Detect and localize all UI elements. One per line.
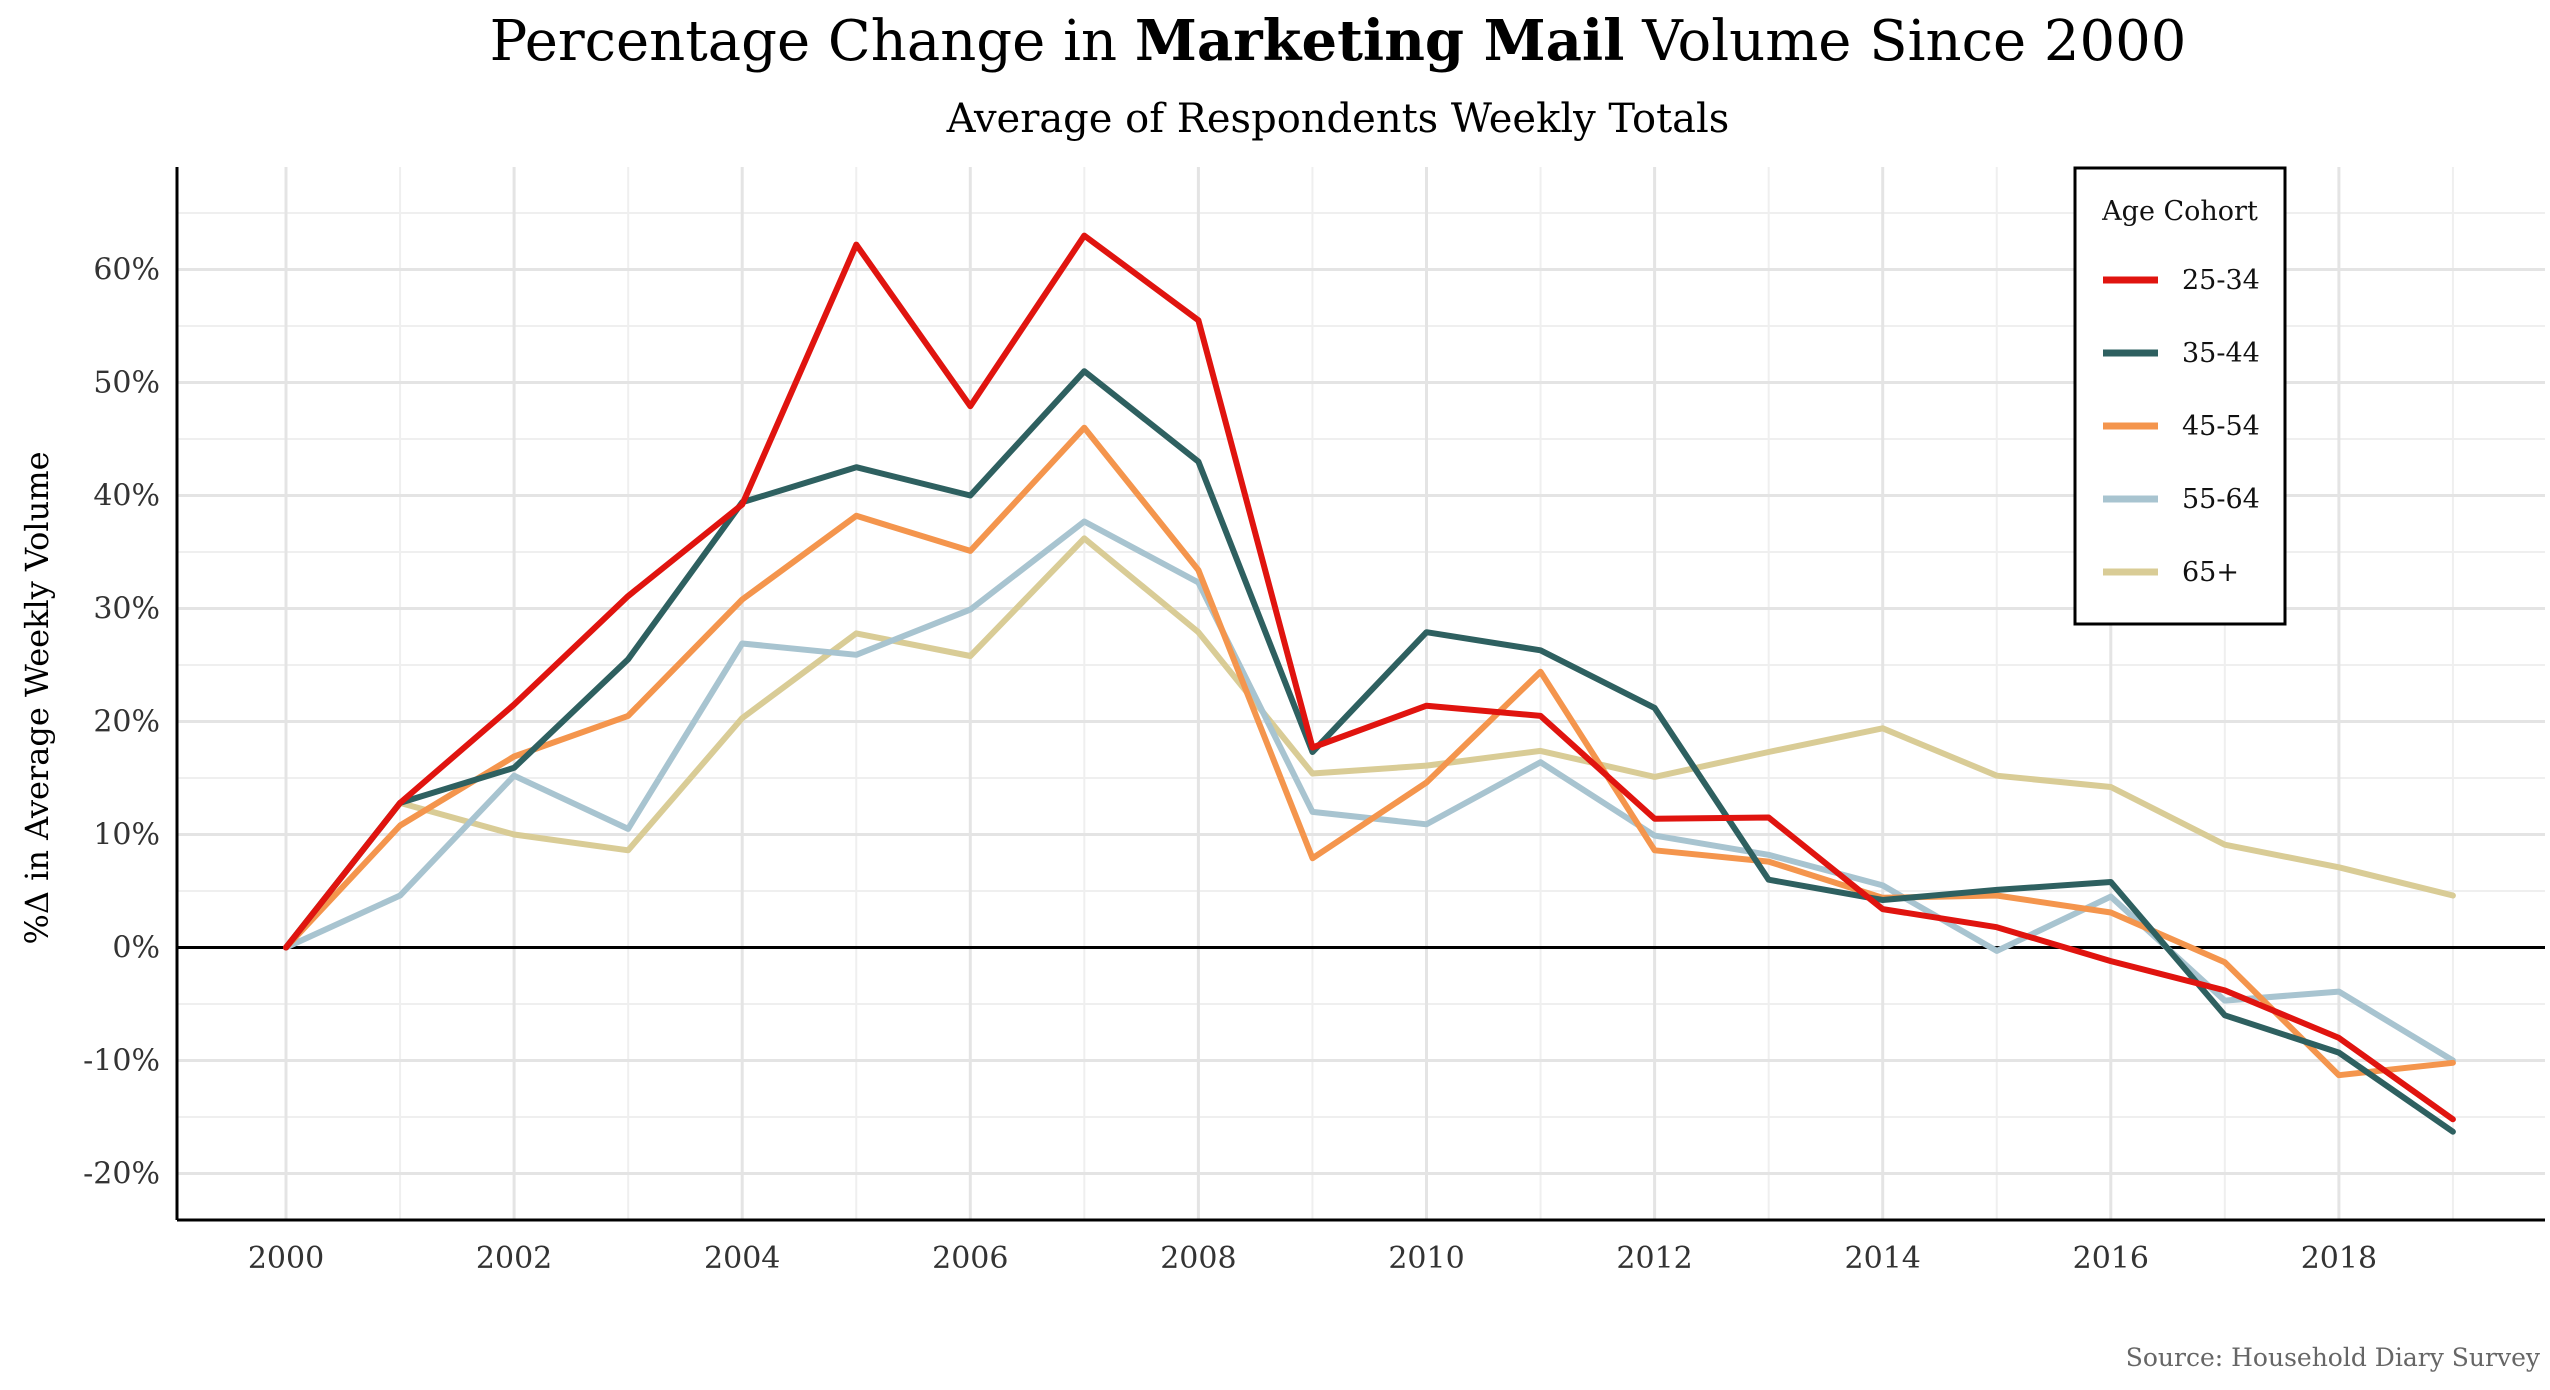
x-tick-label: 2004 xyxy=(704,1241,780,1276)
y-tick-label: 20% xyxy=(93,705,160,740)
y-tick-label: 30% xyxy=(93,592,160,627)
series-lines xyxy=(283,232,2456,1135)
series-line-25-34 xyxy=(283,232,2456,1123)
x-tick-label: 2006 xyxy=(932,1241,1008,1276)
legend-label: 65+ xyxy=(2182,557,2239,588)
chart-title-bold: Marketing Mail xyxy=(1135,8,1625,74)
x-tick-label: 2000 xyxy=(248,1241,324,1276)
legend-label: 25-34 xyxy=(2182,265,2260,296)
chart-subtitle: Average of Respondents Weekly Totals xyxy=(946,96,1730,142)
series-line-35-44 xyxy=(283,368,2456,1135)
y-tick-label: 60% xyxy=(93,253,160,288)
source-note: Source: Household Diary Survey xyxy=(2126,1343,2541,1372)
y-tick-label: -20% xyxy=(83,1157,160,1192)
chart-title: Percentage Change in Marketing Mail Volu… xyxy=(490,8,2187,74)
x-tick-labels: 2000 2002 2004 2006 2008 2010 2012 2014 2016 2018 xyxy=(248,1241,2377,1276)
legend-label: 45-54 xyxy=(2182,411,2260,442)
series-line-45-54 xyxy=(283,424,2456,1079)
y-tick-label: 10% xyxy=(93,818,160,853)
y-tick-label: 40% xyxy=(93,479,160,514)
y-tick-label: 50% xyxy=(93,366,160,401)
y-tick-label: 0% xyxy=(112,931,160,966)
series-line-65plus xyxy=(283,535,2456,951)
x-tick-label: 2014 xyxy=(1845,1241,1921,1276)
legend: Age Cohort 25-34 35-44 45-54 55-64 65+ xyxy=(2073,166,2287,626)
y-axis-label: %Δ in Average Weekly Volume xyxy=(18,451,56,944)
x-tick-label: 2010 xyxy=(1388,1241,1464,1276)
x-tick-label: 2008 xyxy=(1160,1241,1236,1276)
y-tick-labels: -20% -10% 0% 10% 20% 30% 40% 50% 60% xyxy=(83,253,160,1192)
legend-box xyxy=(2073,166,2287,626)
legend-label: 35-44 xyxy=(2182,338,2260,369)
x-tick-label: 2002 xyxy=(476,1241,552,1276)
axes xyxy=(175,167,2545,1222)
chart-title-suffix: Volume Since 2000 xyxy=(1624,9,2186,74)
x-tick-label: 2018 xyxy=(2301,1241,2377,1276)
legend-label: 55-64 xyxy=(2182,484,2260,515)
x-tick-label: 2012 xyxy=(1616,1241,1692,1276)
x-tick-label: 2016 xyxy=(2073,1241,2149,1276)
legend-title: Age Cohort xyxy=(2101,196,2258,227)
y-tick-label: -10% xyxy=(83,1044,160,1079)
chart-title-prefix: Percentage Change in xyxy=(490,9,1135,74)
